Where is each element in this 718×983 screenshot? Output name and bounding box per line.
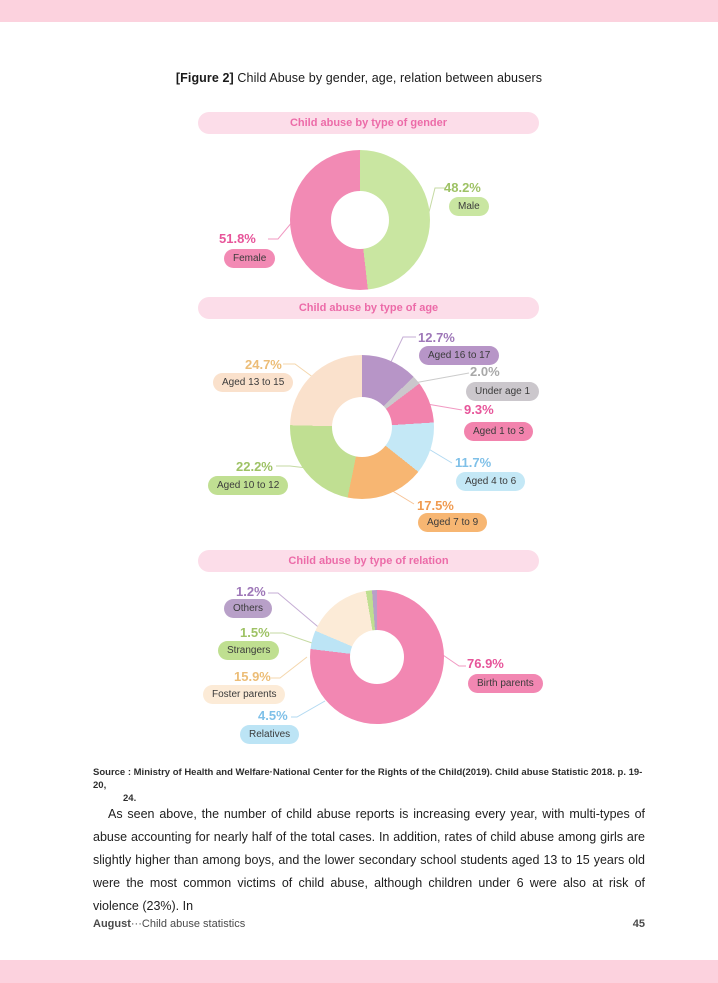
page-number: 45	[632, 918, 645, 930]
leader-aged-1-3	[426, 403, 463, 411]
figure-number: [Figure 2]	[175, 71, 234, 85]
pct-others: 1.2%	[236, 584, 266, 599]
badge-aged-4-6: Aged 4 to 6	[456, 472, 526, 491]
top-border-band	[0, 0, 718, 22]
pct-aged-10-12: 22.2%	[236, 459, 273, 474]
pct-aged-16-17: 12.7%	[418, 330, 455, 345]
badge-aged-10-12: Aged 10 to 12	[208, 476, 289, 495]
leader-relatives	[291, 700, 326, 718]
donut-chart-gender	[290, 150, 430, 290]
donut-chart-age	[290, 355, 434, 499]
pct-strangers: 1.5%	[240, 625, 270, 640]
source-line-2: 24.	[123, 793, 137, 804]
leader-under-age-1	[413, 372, 470, 384]
donut-hole	[332, 397, 392, 457]
leader-aged-16-17	[389, 336, 416, 365]
badge-birth-parents: Birth parents	[468, 674, 543, 693]
figure-title: [Figure 2] Child Abuse by gender, age, r…	[0, 71, 718, 85]
badge-relatives: Relatives	[240, 725, 300, 744]
figure-title-text: Child Abuse by gender, age, relation bet…	[233, 71, 543, 85]
badge-aged-13-15: Aged 13 to 15	[213, 373, 294, 392]
pct-aged-1-3: 9.3%	[464, 402, 494, 417]
badge-female: Female	[224, 249, 276, 268]
badge-aged-1-3: Aged 1 to 3	[464, 422, 534, 441]
pct-aged-13-15: 24.7%	[245, 357, 282, 372]
donut-hole	[331, 191, 389, 249]
badge-aged-16-17: Aged 16 to 17	[419, 346, 500, 365]
footer-section-title: ···Child abuse statistics	[130, 918, 246, 930]
chart-banner-gender: Child abuse by type of gender	[198, 112, 539, 134]
donut-hole	[350, 630, 404, 684]
pct-under-age-1: 2.0%	[470, 364, 500, 379]
badge-others: Others	[224, 599, 273, 618]
leader-aged-4-6	[426, 447, 453, 464]
badge-male: Male	[449, 197, 489, 216]
body-paragraph: As seen above, the number of child abuse…	[93, 807, 645, 913]
badge-strangers: Strangers	[218, 641, 280, 660]
page-footer: August···Child abuse statistics 45	[93, 918, 645, 930]
pct-birth-parents: 76.9%	[467, 656, 504, 671]
footer-month: August	[93, 918, 131, 930]
leader-foster-parents	[271, 656, 308, 679]
source-citation: Source : Ministry of Health and Welfare·…	[93, 766, 645, 805]
pct-female: 51.8%	[219, 231, 256, 246]
pct-male: 48.2%	[444, 180, 481, 195]
badge-aged-7-9: Aged 7 to 9	[418, 513, 488, 532]
badge-under-age-1: Under age 1	[466, 382, 540, 401]
chart-banner-relation: Child abuse by type of relation	[198, 550, 539, 572]
source-line-1: Source : Ministry of Health and Welfare·…	[93, 767, 643, 791]
donut-chart-relation	[310, 590, 444, 724]
chart-banner-age: Child abuse by type of age	[198, 297, 539, 319]
pct-aged-7-9: 17.5%	[417, 498, 454, 513]
badge-foster-parents: Foster parents	[203, 685, 286, 704]
pct-foster-parents: 15.9%	[234, 669, 271, 684]
pct-aged-4-6: 11.7%	[455, 455, 492, 470]
footer-running-head: August···Child abuse statistics	[93, 918, 245, 930]
pct-relatives: 4.5%	[258, 708, 288, 723]
leader-others	[268, 592, 324, 632]
leader-strangers	[270, 632, 313, 644]
bottom-border-band	[0, 960, 718, 983]
